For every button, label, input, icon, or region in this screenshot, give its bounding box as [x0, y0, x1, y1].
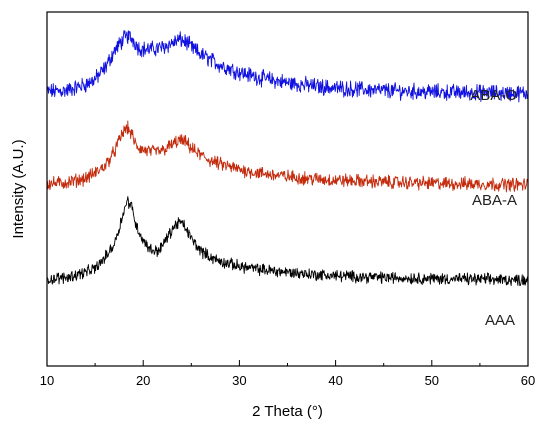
x-tick-label: 40	[328, 373, 342, 388]
series-label-aba-a: ABA-A	[472, 192, 517, 209]
series-layer	[46, 30, 529, 287]
x-tick-label: 10	[40, 373, 54, 388]
x-tick-label: 60	[521, 373, 535, 388]
x-tick-label: 30	[232, 373, 246, 388]
y-axis-title: Intensity (A.U.)	[10, 139, 27, 238]
x-tick-label: 50	[425, 373, 439, 388]
series-line-aaa	[46, 196, 529, 287]
series-line-aba-o	[46, 30, 529, 103]
x-axis-title: 2 Theta (°)	[252, 403, 323, 420]
plot-frame	[46, 11, 529, 367]
series-label-aaa: AAA	[485, 312, 515, 329]
x-tick-label: 20	[136, 373, 150, 388]
series-line-aba-a	[46, 120, 529, 193]
x-axis-ticks: 10 20 30 40 50 60	[40, 360, 535, 388]
series-labels: ABA-O ABA-A AAA	[470, 87, 517, 329]
series-label-aba-o: ABA-O	[470, 87, 517, 104]
